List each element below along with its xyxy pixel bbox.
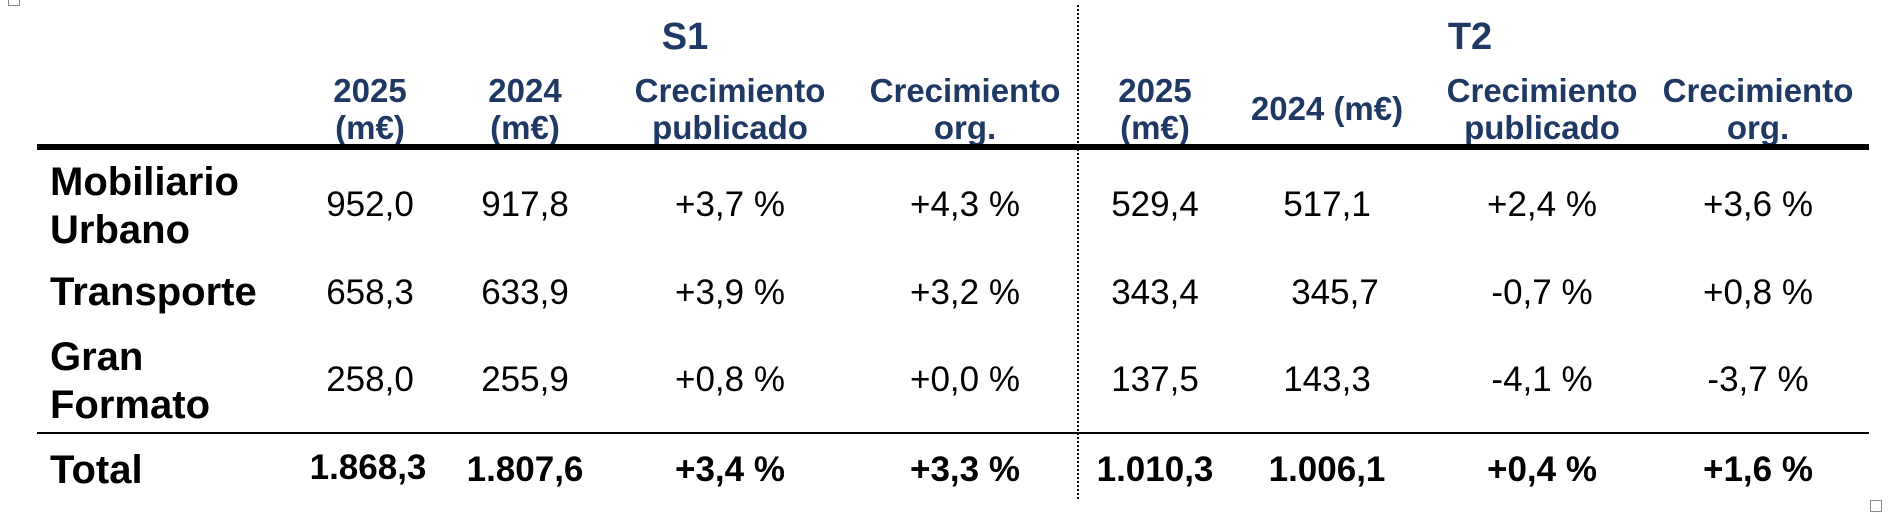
table-cell: +3,2 %	[910, 273, 1020, 312]
table-cell: -0,7 %	[1491, 273, 1593, 312]
total-cell: 1.010,3	[1096, 450, 1214, 489]
column-header-s1-2024: 2024 (m€)	[488, 72, 562, 146]
table-cell: 529,4	[1111, 185, 1199, 224]
column-header-t2-crecimiento-org: Crecimiento org.	[1662, 72, 1854, 146]
row-label-transporte: Transporte	[50, 270, 257, 314]
column-header-t2-crecimiento-publicado: Crecimiento publicado	[1446, 72, 1638, 146]
resize-handle-top-left[interactable]	[8, 0, 20, 6]
table-cell: +0,8 %	[675, 360, 785, 399]
table-cell: +2,4 %	[1487, 185, 1597, 224]
row-label-gran-formato: Gran Formato	[50, 335, 210, 427]
total-cell: +0,4 %	[1487, 450, 1597, 489]
total-cell: +3,3 %	[910, 450, 1020, 489]
resize-handle-bottom-right[interactable]	[1870, 500, 1882, 512]
total-cell: +3,4 %	[675, 450, 785, 489]
table-cell: 345,7	[1291, 273, 1379, 312]
table-cell: 258,0	[326, 360, 414, 399]
table-cell: 658,3	[326, 273, 414, 312]
table-cell: 343,4	[1111, 273, 1199, 312]
group-header-s1: S1	[661, 16, 709, 58]
table-cell: 917,8	[481, 185, 569, 224]
row-label-mobiliario-urbano: Mobiliario Urbano	[50, 160, 239, 252]
table-cell: 255,9	[481, 360, 569, 399]
column-header-s1-2025: 2025 (m€)	[333, 72, 407, 146]
total-cell: 1.807,6	[466, 450, 584, 489]
group-header-t2: T2	[1447, 16, 1493, 58]
column-header-t2-2024: 2024 (m€)	[1250, 90, 1404, 127]
row-label-total: Total	[50, 448, 143, 492]
table-cell: +3,9 %	[675, 273, 785, 312]
column-header-t2-2025: 2025 (m€)	[1118, 72, 1192, 146]
table-cell: +3,7 %	[675, 185, 785, 224]
header-rule	[37, 144, 1869, 150]
table-cell: +4,3 %	[910, 185, 1020, 224]
table-cell: 517,1	[1283, 185, 1371, 224]
table-cell: 952,0	[326, 185, 414, 224]
table-cell: +3,6 %	[1703, 185, 1813, 224]
total-cell: +1,6 %	[1703, 450, 1813, 489]
column-header-s1-crecimiento-org: Crecimiento org.	[869, 72, 1061, 146]
table-cell: -4,1 %	[1491, 360, 1593, 399]
table-cell: 137,5	[1111, 360, 1199, 399]
table-cell: 143,3	[1283, 360, 1371, 399]
table-cell: 633,9	[481, 273, 569, 312]
total-cell: 1.868,3	[309, 448, 427, 487]
total-cell: 1.006,1	[1268, 450, 1386, 489]
column-header-s1-crecimiento-publicado: Crecimiento publicado	[634, 72, 826, 146]
table-cell: +0,0 %	[910, 360, 1020, 399]
total-rule	[37, 432, 1869, 434]
table-cell: -3,7 %	[1707, 360, 1809, 399]
table-cell: +0,8 %	[1703, 273, 1813, 312]
period-divider	[1077, 5, 1079, 499]
